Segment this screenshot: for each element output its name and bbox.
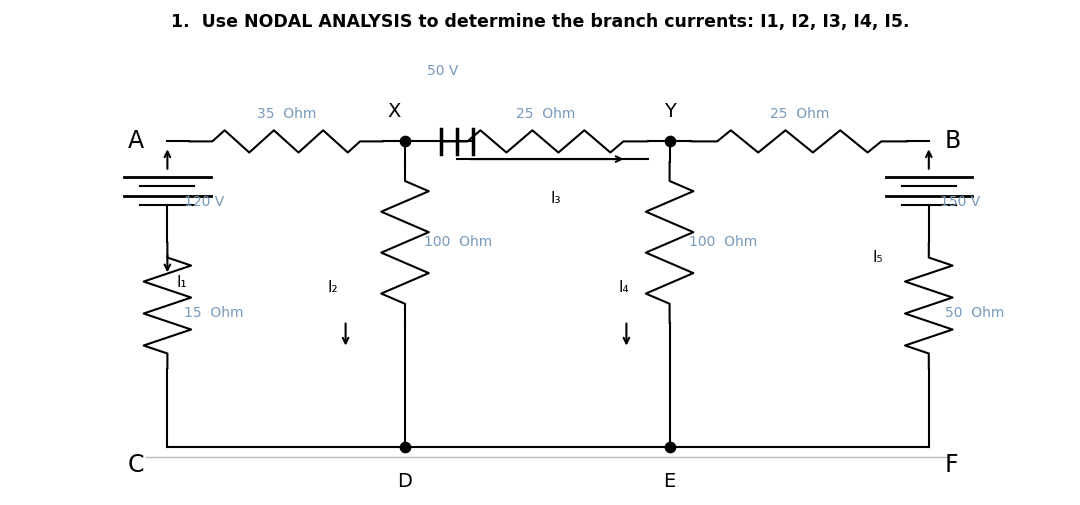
Text: 150 V: 150 V [940,195,980,209]
Point [396,137,414,145]
Text: I₁: I₁ [176,275,187,290]
Text: A: A [127,129,144,154]
Text: X: X [388,102,401,121]
Point [396,443,414,451]
Text: I₄: I₄ [619,280,630,295]
Point [661,443,678,451]
Text: 100  Ohm: 100 Ohm [424,235,492,249]
Text: 15  Ohm: 15 Ohm [184,306,243,320]
Text: 50  Ohm: 50 Ohm [945,306,1004,320]
Text: 100  Ohm: 100 Ohm [689,235,757,249]
Text: I₅: I₅ [873,250,883,265]
Text: 35  Ohm: 35 Ohm [257,107,315,121]
Text: D: D [397,472,413,491]
Text: 25  Ohm: 25 Ohm [516,107,575,121]
Text: 50 V: 50 V [427,64,458,78]
Text: I₃: I₃ [551,191,562,206]
Text: 1.  Use NODAL ANALYSIS to determine the branch currents: I1, I2, I3, I4, I5.: 1. Use NODAL ANALYSIS to determine the b… [171,13,909,31]
Text: I₂: I₂ [327,280,338,295]
Text: C: C [127,452,144,477]
Text: E: E [663,472,676,491]
Text: Y: Y [664,102,675,121]
Text: 25  Ohm: 25 Ohm [770,107,828,121]
Point [661,137,678,145]
Text: B: B [945,129,961,154]
Text: 120 V: 120 V [184,195,224,209]
Text: F: F [945,452,959,477]
